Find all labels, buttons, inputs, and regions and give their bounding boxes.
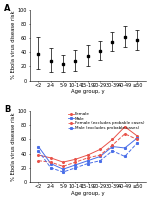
Line: Female (excludes probable cases): Female (excludes probable cases) xyxy=(38,133,138,167)
Female (excludes probable cases) xyxy=(62,165,64,168)
Female (excludes probable cases) xyxy=(124,133,126,135)
Male (excludes probable cases) xyxy=(112,150,113,152)
Female xyxy=(124,126,126,128)
Male xyxy=(99,155,101,158)
Female (excludes probable cases) xyxy=(136,138,138,141)
Male (excludes probable cases) xyxy=(124,155,126,158)
Male xyxy=(87,160,89,162)
Y-axis label: % Ebola virus disease risk: % Ebola virus disease risk xyxy=(12,112,16,181)
Male (excludes probable cases) xyxy=(62,171,64,173)
Female (excludes probable cases) xyxy=(50,161,52,163)
Male (excludes probable cases) xyxy=(99,160,101,162)
Male xyxy=(136,137,138,139)
Male xyxy=(62,168,64,170)
Text: B: B xyxy=(4,105,11,114)
Male (excludes probable cases) xyxy=(75,167,76,169)
Female xyxy=(136,135,138,137)
Female xyxy=(112,138,113,141)
Line: Male: Male xyxy=(38,137,138,170)
X-axis label: Age group, y: Age group, y xyxy=(71,191,105,196)
Y-axis label: % Ebola virus disease risk: % Ebola virus disease risk xyxy=(12,11,16,79)
Female (excludes probable cases) xyxy=(99,154,101,156)
Male xyxy=(38,145,39,148)
Female (excludes probable cases) xyxy=(87,157,89,159)
Male xyxy=(124,147,126,149)
Line: Female: Female xyxy=(38,126,138,163)
X-axis label: Age group, y: Age group, y xyxy=(71,89,105,94)
Female xyxy=(50,157,52,159)
Line: Male (excludes probable cases): Male (excludes probable cases) xyxy=(38,142,138,173)
Male xyxy=(50,162,52,165)
Male xyxy=(75,164,76,166)
Male (excludes probable cases) xyxy=(136,142,138,144)
Female xyxy=(62,161,64,163)
Male (excludes probable cases) xyxy=(38,150,39,152)
Female (excludes probable cases) xyxy=(75,161,76,163)
Male (excludes probable cases) xyxy=(50,167,52,169)
Female (excludes probable cases) xyxy=(38,160,39,162)
Female xyxy=(38,154,39,156)
Text: A: A xyxy=(4,4,11,13)
Female xyxy=(75,158,76,160)
Legend: Female, Male, Female (excludes probable cases), Male (excludes probable cases): Female, Male, Female (excludes probable … xyxy=(68,112,145,131)
Female xyxy=(99,148,101,151)
Male (excludes probable cases) xyxy=(87,162,89,165)
Male xyxy=(112,145,113,148)
Female xyxy=(87,154,89,156)
Female (excludes probable cases) xyxy=(112,144,113,146)
